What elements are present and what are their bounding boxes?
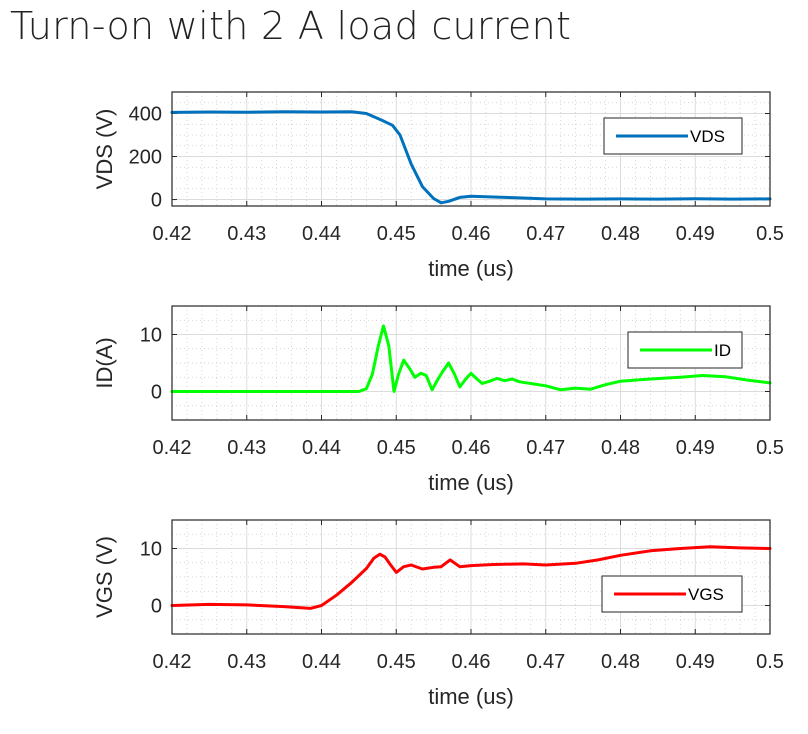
series-line-id bbox=[170, 324, 772, 393]
y-tick-label: 0 bbox=[151, 596, 162, 618]
x-tick-label: 0.49 bbox=[676, 651, 715, 673]
x-tick-label: 0.46 bbox=[452, 223, 491, 245]
x-tick-label: 0.49 bbox=[676, 437, 715, 459]
x-axis-label: time (us) bbox=[428, 470, 514, 495]
y-axis-label: VGS (V) bbox=[92, 536, 117, 618]
series-line-vgs bbox=[170, 545, 772, 610]
y-tick-label: 10 bbox=[140, 325, 162, 347]
x-axis-label: time (us) bbox=[428, 256, 514, 281]
y-tick-label: 10 bbox=[140, 539, 162, 561]
x-tick-label: 0.43 bbox=[227, 651, 266, 673]
y-tick-label: 200 bbox=[129, 147, 162, 169]
axes-frame bbox=[171, 305, 771, 421]
x-tick-label: 0.43 bbox=[227, 437, 266, 459]
x-tick-label: 0.45 bbox=[377, 437, 416, 459]
x-tick-label: 0.5 bbox=[756, 651, 784, 673]
x-tick-label: 0.45 bbox=[377, 223, 416, 245]
axes-frame bbox=[171, 91, 771, 207]
x-tick-label: 0.48 bbox=[601, 651, 640, 673]
x-tick-label: 0.48 bbox=[601, 223, 640, 245]
x-tick-label: 0.42 bbox=[153, 223, 192, 245]
plot-vds: 0.42 0.43 0.44 0.45 0.46 0.47 0.48 0.49 0.5 0 200 4… bbox=[92, 91, 784, 281]
legend-label: VGS bbox=[688, 585, 724, 604]
x-tick-label: 0.47 bbox=[526, 651, 565, 673]
y-tick-label: 400 bbox=[129, 104, 162, 126]
y-tick-label: 0 bbox=[151, 190, 162, 212]
x-tick-label: 0.5 bbox=[756, 437, 784, 459]
x-tick-label: 0.44 bbox=[302, 437, 341, 459]
x-tick-label: 0.47 bbox=[526, 437, 565, 459]
y-axis-label: ID(A) bbox=[92, 337, 117, 388]
x-tick-label: 0.5 bbox=[756, 223, 784, 245]
series-line-vds bbox=[170, 110, 772, 205]
x-tick-label: 0.44 bbox=[302, 223, 341, 245]
x-tick-label: 0.49 bbox=[676, 223, 715, 245]
plot-id: 0.42 0.43 0.44 0.45 0.46 0.47 0.48 0.49 0.5 0 10 ti… bbox=[92, 305, 784, 495]
x-tick-label: 0.44 bbox=[302, 651, 341, 673]
y-axis-label: VDS (V) bbox=[92, 109, 117, 190]
x-tick-label: 0.42 bbox=[153, 437, 192, 459]
x-tick-label: 0.47 bbox=[526, 223, 565, 245]
x-tick-label: 0.46 bbox=[452, 437, 491, 459]
x-tick-label: 0.43 bbox=[227, 223, 266, 245]
plot-vgs: 0.42 0.43 0.44 0.45 0.46 0.47 0.48 0.49 0.5 0 10 ti… bbox=[92, 519, 784, 709]
page-title: Turn-on with 2 A load current bbox=[10, 4, 572, 48]
x-tick-label: 0.46 bbox=[452, 651, 491, 673]
x-tick-label: 0.48 bbox=[601, 437, 640, 459]
axes-frame bbox=[171, 519, 771, 635]
legend-label: VDS bbox=[690, 127, 725, 146]
x-tick-label: 0.45 bbox=[377, 651, 416, 673]
x-tick-label: 0.42 bbox=[153, 651, 192, 673]
x-axis-label: time (us) bbox=[428, 684, 514, 709]
legend-label: ID bbox=[714, 341, 731, 360]
y-tick-label: 0 bbox=[151, 382, 162, 404]
